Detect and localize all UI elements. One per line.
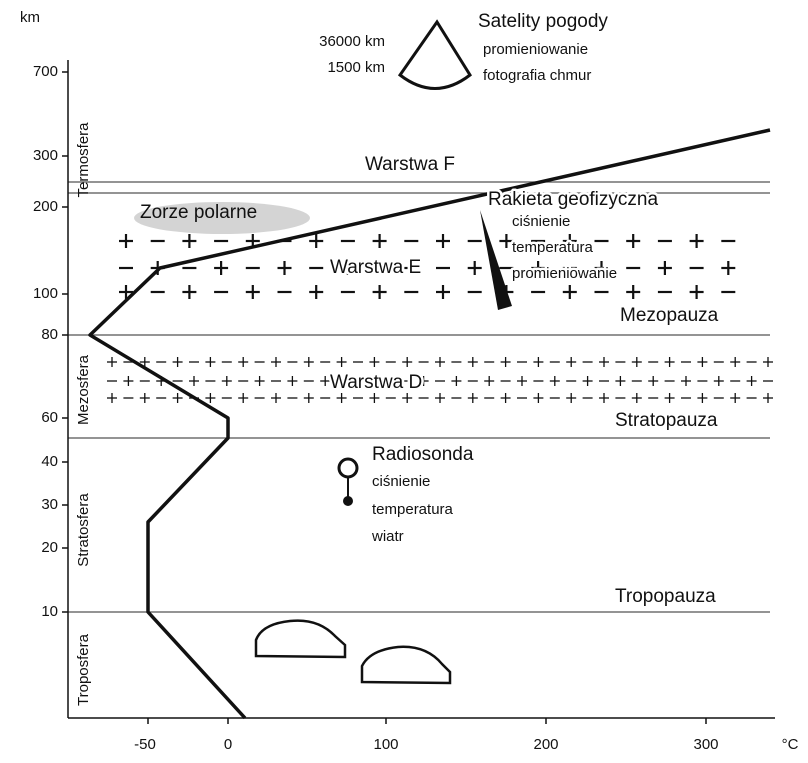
aurora-glow [134,202,310,234]
satellite-cone [397,19,472,90]
satellite-height: 1500 km [327,59,385,76]
y-tick-label: 80 [41,326,58,343]
rocket-title: Rakieta geofizyczna [488,189,658,210]
y-tick-label: 60 [41,409,58,426]
x-tick-label: -50 [134,736,156,753]
satellite-item: fotografia chmur [483,67,591,84]
satellite-height: 36000 km [319,33,385,50]
tropopause-label: Tropopauza [615,586,716,607]
rocket-item: temperatura [512,239,594,256]
x-tick-label: 200 [533,736,558,753]
ion-marks [107,234,773,403]
stratopause-label: Stratopauza [615,410,718,431]
radiosonde-balloon [337,457,359,479]
satellite-title: Satelity pogody [478,11,608,32]
mesopause-label: Mezopauza [620,305,719,326]
y-tick-label: 20 [41,539,58,556]
layer-label: Mezosfera [75,354,92,425]
y-tick-label: 700 [33,63,58,80]
y-tick-label: 300 [33,147,58,164]
axes [62,60,775,724]
rocket [480,210,512,310]
y-unit: km [20,9,40,26]
radiosonde-item: temperatura [372,501,454,518]
layer-d-label: Warstwa D [330,372,422,393]
layer-label: Troposfera [75,633,92,706]
layer-label: Termosfera [75,122,92,198]
y-tick-label: 40 [41,453,58,470]
boundary-lines [68,181,770,613]
x-tick-label: 100 [373,736,398,753]
radiosonde-title: Radiosonda [372,444,474,465]
rocket-item: ciśnienie [512,213,570,230]
x-tick-label: 0 [224,736,232,753]
layer-label: Stratosfera [75,493,92,567]
cloud [360,645,452,685]
radiosonde-probe [343,496,353,506]
temperature-profile [88,128,771,720]
radiosonde-item: ciśnienie [372,473,430,490]
radiosonde-item: wiatr [371,528,404,545]
satellite-item: promieniowanie [483,41,588,58]
y-tick-label: 30 [41,496,58,513]
rocket-item: promieniowanie [512,265,617,282]
cloud [254,619,347,659]
y-tick-label: 200 [33,198,58,215]
x-unit: °C [782,736,799,753]
layer-e-label: Warstwa E [330,257,421,278]
y-tick-label: 10 [41,603,58,620]
aurora-label: Zorze polarne [140,202,257,223]
x-tick-label: 300 [693,736,718,753]
y-tick-label: 100 [33,285,58,302]
layer-f-label: Warstwa F [365,154,455,175]
